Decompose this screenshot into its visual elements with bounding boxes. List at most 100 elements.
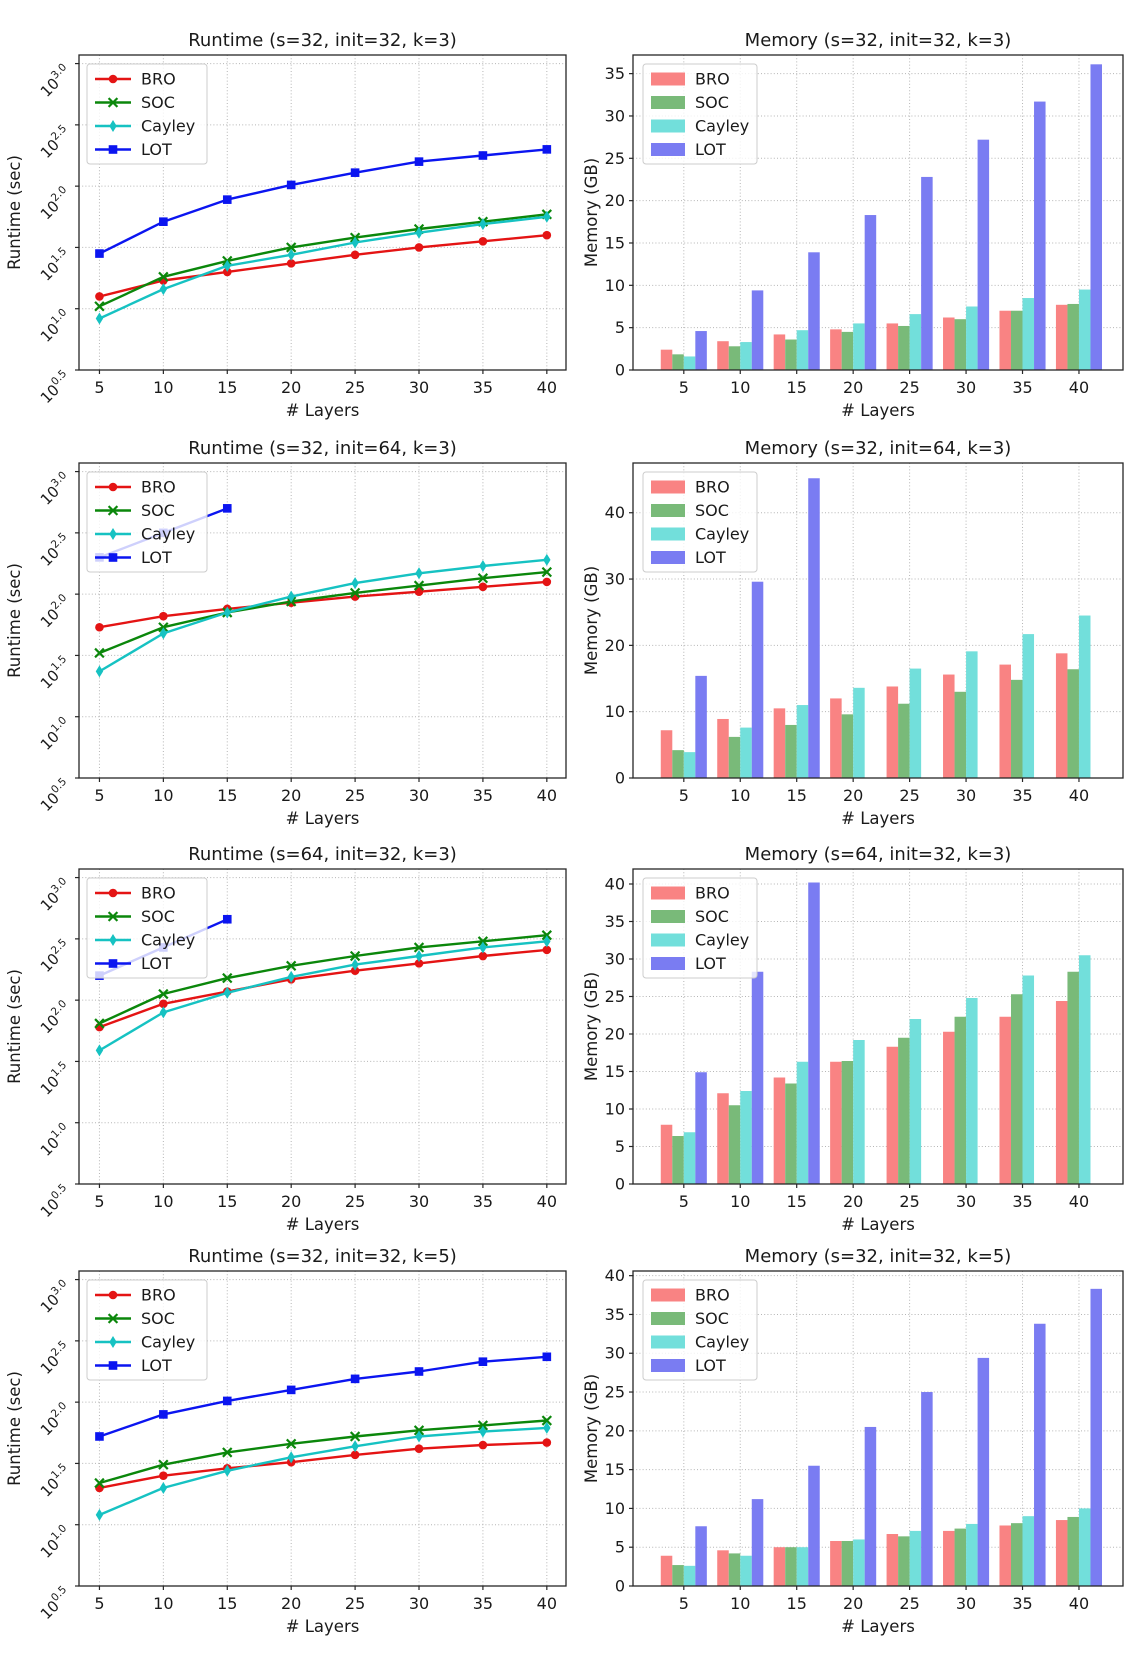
marker-circle xyxy=(478,237,488,246)
x-tick-label: 30 xyxy=(409,1594,429,1613)
marker-square xyxy=(222,914,232,924)
line-series-SOC xyxy=(94,1415,553,1489)
x-axis-label: # Layers xyxy=(286,1617,360,1636)
legend-marker xyxy=(108,482,118,492)
bar-Cayley-40 xyxy=(1078,615,1091,778)
series-line-Cayley xyxy=(98,215,547,320)
x-tick-label: 15 xyxy=(787,1594,807,1613)
y-tick-label: 5 xyxy=(615,1137,625,1156)
legend-swatch xyxy=(651,551,685,564)
marker-x xyxy=(349,950,361,962)
y-tick-label: 25 xyxy=(605,149,625,168)
legend-label: BRO xyxy=(695,1286,730,1305)
legend: BRO SOC Cayley LOT xyxy=(642,877,758,979)
legend-label: SOC xyxy=(695,93,729,112)
bar-LOT-15 xyxy=(808,252,820,370)
bar-Cayley-5 xyxy=(683,356,696,370)
legend-marker xyxy=(109,528,117,540)
legend-box xyxy=(642,471,758,573)
bar-Cayley-15 xyxy=(796,1061,809,1184)
legend-marker xyxy=(108,553,118,562)
y-tick-label: 40 xyxy=(605,1266,625,1285)
marker-circle xyxy=(95,292,104,301)
bar-series-LOT xyxy=(695,478,820,778)
legend-entry-Cayley: Cayley xyxy=(95,931,195,950)
x-tick-label: 30 xyxy=(409,1192,429,1211)
x-tick-label: 20 xyxy=(281,378,301,397)
y-tick-label: 0 xyxy=(615,361,625,380)
bar-BRO-15 xyxy=(773,708,786,778)
legend-entry-LOT: LOT xyxy=(95,954,172,973)
bar-SOC-35 xyxy=(1011,994,1023,1184)
bar-series-LOT xyxy=(695,882,820,1184)
x-tick-label: 15 xyxy=(787,378,807,397)
legend-swatch xyxy=(651,119,685,133)
marker-thin-diamond xyxy=(223,259,231,272)
y-tick-label: 40 xyxy=(605,503,625,522)
legend-label: SOC xyxy=(141,501,175,520)
bar-BRO-15 xyxy=(773,334,786,370)
x-tick-label: 35 xyxy=(473,786,493,805)
x-tick-label: 25 xyxy=(899,1594,919,1613)
marker-square xyxy=(350,1374,360,1384)
bar-LOT-5 xyxy=(695,675,707,778)
bar-BRO-35 xyxy=(999,664,1011,778)
chart-title: Runtime (s=32, init=32, k=3) xyxy=(188,30,457,51)
y-tick-label: 30 xyxy=(605,950,625,969)
bar-BRO-35 xyxy=(999,1016,1011,1184)
marker-x xyxy=(286,1438,297,1449)
marker-x xyxy=(222,1447,233,1458)
x-tick-label: 20 xyxy=(281,1594,301,1613)
legend-label: LOT xyxy=(141,140,172,159)
bar-LOT-30 xyxy=(977,1357,990,1586)
legend-entry-Cayley: Cayley xyxy=(651,117,749,136)
bar-Cayley-5 xyxy=(683,1565,696,1586)
bar-BRO-35 xyxy=(999,310,1011,370)
legend-entry-SOC: SOC xyxy=(651,1309,729,1328)
legend-entry-BRO: BRO xyxy=(95,1286,176,1305)
bar-BRO-20 xyxy=(830,698,842,778)
legend-label: Cayley xyxy=(695,931,749,950)
legend-entry-BRO: BRO xyxy=(651,70,730,89)
x-tick-label: 5 xyxy=(679,1192,689,1211)
marker-thin-diamond xyxy=(159,283,168,296)
legend-label: Cayley xyxy=(141,117,195,136)
marker-circle xyxy=(542,577,552,587)
legend-swatch xyxy=(651,957,685,970)
series-line-BRO xyxy=(99,234,547,298)
x-axis-label: # Layers xyxy=(286,809,360,828)
memory-s32-init64-k3: 5 10 15 20 25 30 35 40 0 10 20 30 40 Memory (s=32, in… xyxy=(582,438,1124,828)
marker-thin-diamond xyxy=(351,236,359,249)
series-line-LOT xyxy=(99,1355,547,1438)
x-axis-label: # Layers xyxy=(286,1215,360,1234)
marker-x xyxy=(541,566,553,578)
x-tick-label: 20 xyxy=(843,786,863,805)
axes-frame xyxy=(78,462,567,779)
y-tick-label: 103.0 xyxy=(35,469,74,508)
marker-thin-diamond xyxy=(223,1464,231,1477)
x-tick-label: 40 xyxy=(1069,378,1089,397)
series-line-LOT xyxy=(98,148,547,255)
marker-circle xyxy=(478,1440,488,1450)
bar-Cayley-35 xyxy=(1022,1516,1035,1586)
axes-frame xyxy=(78,868,567,1185)
y-axis-label: Memory (GB) xyxy=(582,1374,601,1483)
legend-label: SOC xyxy=(695,1309,729,1328)
bar-BRO-15 xyxy=(773,1077,786,1184)
bar-Cayley-35 xyxy=(1022,298,1035,370)
series-line-SOC xyxy=(99,570,547,655)
legend-marker xyxy=(107,97,119,108)
marker-square xyxy=(222,504,232,513)
legend-label: LOT xyxy=(695,954,726,973)
marker-square xyxy=(350,168,360,177)
y-tick-label: 101.0 xyxy=(35,306,74,345)
marker-thin-diamond xyxy=(415,950,423,963)
x-tick-label: 30 xyxy=(409,786,429,805)
runtime-s32-init64-k3: 5 10 15 20 25 30 35 40 100.5 101.0 101.5 102.0 102.5… xyxy=(5,438,567,828)
y-tick-label: 102.5 xyxy=(35,123,74,162)
marker-thin-diamond xyxy=(351,958,359,971)
legend-marker xyxy=(107,911,119,922)
line-series-Cayley xyxy=(95,1421,551,1521)
bar-Cayley-10 xyxy=(740,1555,752,1586)
